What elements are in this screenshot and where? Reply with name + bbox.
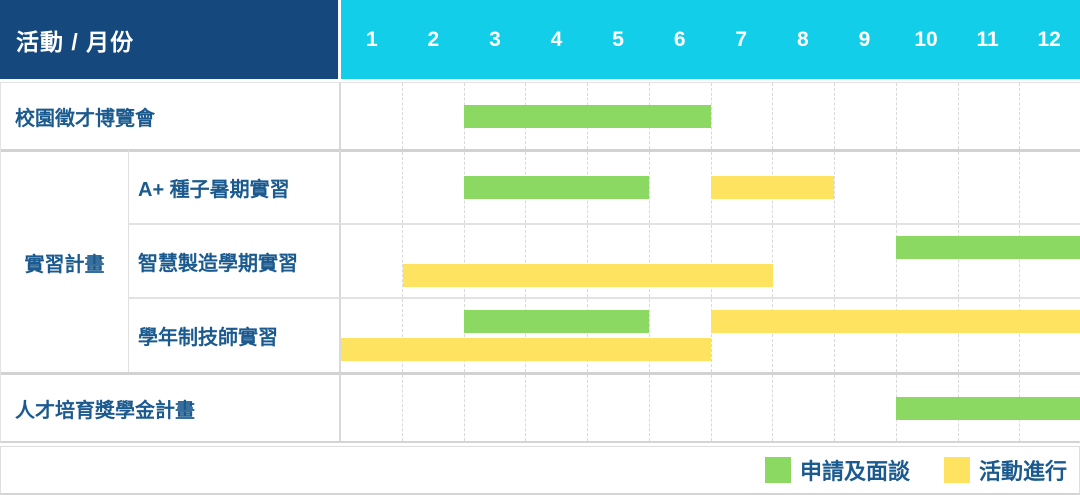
month-cell: [1019, 225, 1080, 297]
month-cell: [895, 152, 958, 223]
month-cell: [1019, 299, 1080, 372]
month-tick-7: 7: [735, 27, 748, 51]
month-cell: [463, 375, 526, 441]
month-cell: [957, 225, 1020, 297]
bar-line: [341, 338, 1080, 361]
month-cell: [834, 83, 896, 149]
month-cell: [401, 152, 464, 223]
month-cell: [1019, 152, 1080, 223]
month-cell: [895, 225, 958, 297]
month-tick-8: 8: [796, 27, 809, 51]
month-cell: [1019, 83, 1080, 149]
row-label: 智慧製造學期實習: [128, 223, 339, 297]
month-cell: [834, 225, 896, 297]
row-label: 學年制技師實習: [128, 297, 339, 372]
month-cell: [463, 299, 526, 372]
ongoing-bar: [341, 338, 711, 361]
bar-line: [341, 263, 1080, 287]
month-tick-4: 4: [550, 27, 563, 51]
timeline-row: [339, 149, 1080, 223]
month-cell: [710, 225, 773, 297]
month-cell: [834, 375, 896, 441]
month-cell: [834, 152, 896, 223]
month-cell: [525, 299, 587, 372]
month-cell: [587, 299, 649, 372]
month-tick-11: 11: [976, 27, 999, 51]
month-cell: [648, 375, 711, 441]
apply-bar: [464, 176, 650, 199]
month-tick-5: 5: [612, 27, 624, 51]
legend-label: 申請及面談: [799, 459, 910, 484]
header-divider: [338, 0, 341, 79]
month-cell: [772, 375, 834, 441]
month-cell: [463, 83, 526, 149]
month-cell: [895, 299, 958, 372]
month-cell: [772, 83, 834, 149]
month-cell: [401, 83, 464, 149]
month-cell: [710, 152, 773, 223]
month-cell: [463, 225, 526, 297]
month-cell: [463, 152, 526, 223]
bar-line: [341, 235, 1080, 259]
month-cell: [772, 299, 834, 372]
month-cell: [710, 375, 773, 441]
month-cell: [401, 375, 464, 441]
bar-line: [341, 104, 1080, 128]
month-cell: [895, 83, 958, 149]
month-tick-9: 9: [858, 27, 871, 51]
ongoing-bar: [711, 176, 835, 199]
month-cell: [834, 299, 896, 372]
month-gridlines: [341, 225, 1080, 297]
month-cell: [587, 225, 649, 297]
month-cell: [401, 299, 464, 372]
month-cell: [772, 225, 834, 297]
month-cell: [587, 375, 649, 441]
month-cell: [957, 299, 1020, 372]
apply-bar: [464, 310, 650, 333]
apply-bar: [896, 235, 1080, 259]
row-group-label: 實習計畫: [1, 149, 128, 372]
month-cell: [710, 83, 773, 149]
month-cell: [525, 225, 587, 297]
row-label: A+ 種子暑期實習: [128, 149, 339, 223]
ongoing-bar: [402, 263, 773, 287]
month-gridlines: [341, 299, 1080, 372]
month-tick-2: 2: [427, 27, 440, 51]
month-tick-12: 12: [1037, 27, 1061, 51]
month-cell: [957, 83, 1020, 149]
month-cell: [957, 152, 1020, 223]
bar-line: [341, 396, 1080, 420]
month-cell: [525, 375, 587, 441]
apply-bar: [896, 396, 1080, 420]
bar-line: [341, 176, 1080, 199]
timeline-row: [339, 83, 1080, 149]
legend: 申請及面談 活動進行: [0, 446, 1080, 495]
timeline-row: [339, 372, 1080, 441]
table-header: 活動 / 月份 1 2 3 4 5 6 7 8 9 10 11 12: [0, 0, 1080, 79]
timeline-row: [339, 297, 1080, 372]
apply-swatch-icon: [764, 457, 791, 483]
month-cell: [710, 299, 773, 372]
row-label: 人才培育獎學金計畫: [1, 372, 339, 441]
header-corner-label: 活動 / 月份: [0, 0, 338, 79]
row-label: 校園徵才博覽會: [1, 83, 339, 149]
bar-line: [341, 310, 1080, 333]
month-cell: [648, 225, 711, 297]
legend-item-apply: 申請及面談: [764, 454, 910, 486]
timeline-row: [339, 223, 1080, 297]
month-axis: 1 2 3 4 5 6 7 8 9 10 11 12: [341, 0, 1080, 79]
legend-item-ongoing: 活動進行: [943, 454, 1067, 486]
legend-label: 活動進行: [978, 459, 1067, 484]
apply-bar: [464, 104, 711, 128]
gantt-body: 校園徵才博覽會 實習計畫 A+ 種子暑期實習 智慧製造學期實習 學年制技師實習 人才培育獎…: [0, 82, 1080, 443]
month-tick-3: 3: [489, 27, 501, 51]
month-cell: [648, 299, 711, 372]
month-tick-10: 10: [914, 27, 938, 51]
ongoing-bar: [711, 310, 1080, 333]
month-tick-1: 1: [365, 27, 378, 51]
ongoing-swatch-icon: [943, 457, 970, 483]
month-cell: [401, 225, 464, 297]
month-tick-6: 6: [673, 27, 686, 51]
